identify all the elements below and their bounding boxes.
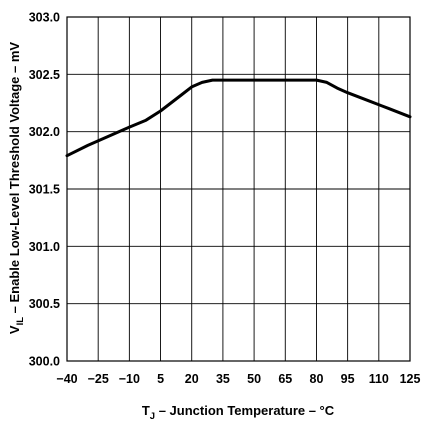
x-tick-label: 5 (157, 372, 164, 386)
x-axis-label: TJ – Junction Temperature – °C (142, 403, 335, 422)
y-axis-label: VIL – Enable Low-Level Threshold Voltage… (7, 42, 26, 334)
grid-lines (67, 17, 410, 361)
x-tick-label: 50 (247, 372, 261, 386)
y-tick-label: 301.0 (29, 240, 60, 254)
y-tick-label: 303.0 (29, 11, 60, 25)
y-tick-label: 302.0 (29, 125, 60, 139)
x-tick-label: −10 (119, 372, 140, 386)
x-tick-label: 95 (341, 372, 355, 386)
x-tick-label: −40 (56, 372, 77, 386)
y-tick-label: 300.0 (29, 355, 60, 369)
x-tick-label: 35 (216, 372, 230, 386)
x-tick-label: −25 (88, 372, 109, 386)
x-tick-label: 65 (278, 372, 292, 386)
x-tick-label: 110 (369, 372, 389, 386)
x-tick-label: 20 (185, 372, 199, 386)
y-tick-label: 301.5 (29, 183, 60, 197)
y-tick-label: 300.5 (29, 297, 60, 311)
y-tick-labels: 303.0 302.5 302.0 301.5 301.0 300.5 300.0 (29, 11, 60, 369)
plot-frame (66, 16, 411, 362)
series-line (65, 78, 412, 158)
x-tick-label: 125 (400, 372, 421, 386)
x-tick-labels: −40 −25 −10 5 20 35 50 65 80 95 110 125 (56, 372, 420, 386)
y-tick-label: 302.5 (29, 68, 60, 82)
x-tick-label: 80 (310, 372, 324, 386)
